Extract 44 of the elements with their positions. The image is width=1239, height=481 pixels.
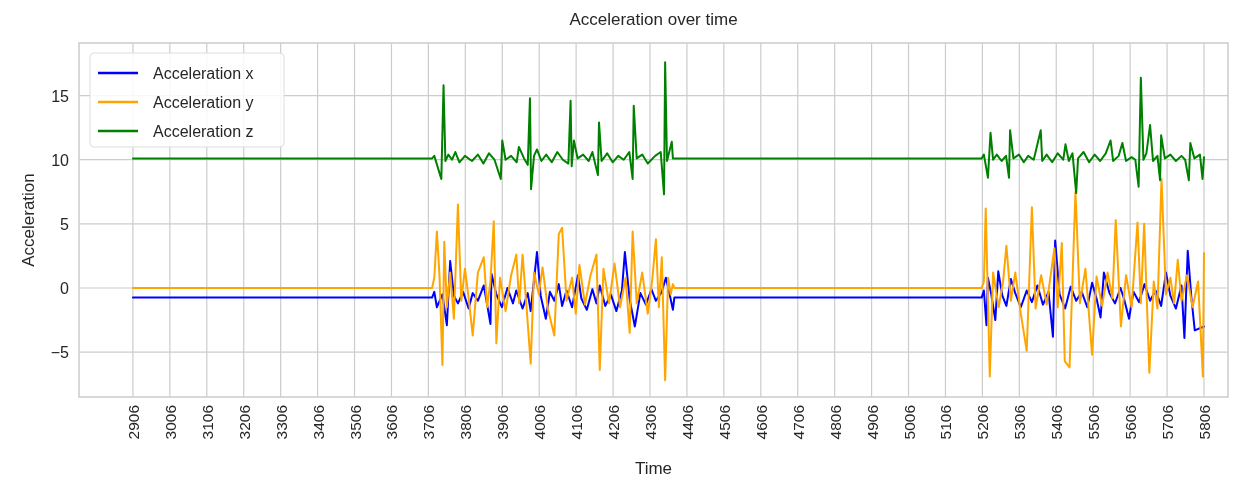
y-axis-title: Acceleration bbox=[19, 173, 38, 267]
x-tick-label: 3106 bbox=[198, 405, 216, 440]
x-tick-label: 5006 bbox=[900, 405, 918, 440]
x-tick-label: 3506 bbox=[346, 405, 364, 440]
x-tick-label: 4206 bbox=[605, 405, 623, 440]
x-tick-label: 4306 bbox=[641, 405, 659, 440]
x-tick-label: 2906 bbox=[124, 405, 142, 440]
legend-label: Acceleration z bbox=[153, 123, 254, 140]
x-tick-label: 4406 bbox=[678, 405, 696, 440]
x-tick-label: 3406 bbox=[309, 405, 327, 440]
legend-label: Acceleration y bbox=[153, 94, 254, 111]
y-tick-label: −5 bbox=[50, 344, 70, 362]
x-tick-label: 5606 bbox=[1122, 405, 1140, 440]
x-tick-label: 3306 bbox=[272, 405, 290, 440]
x-tick-label: 5506 bbox=[1085, 405, 1103, 440]
x-tick-label: 5806 bbox=[1195, 405, 1213, 440]
line-series bbox=[131, 177, 1205, 382]
x-tick-label: 3006 bbox=[161, 405, 179, 440]
x-tick-label: 4606 bbox=[752, 405, 770, 440]
y-tick-label: 15 bbox=[51, 87, 70, 105]
x-tick-label: 5306 bbox=[1011, 405, 1029, 440]
x-tick-label: 3806 bbox=[457, 405, 475, 440]
x-tick-label: 5106 bbox=[937, 405, 955, 440]
x-tick-label: 5406 bbox=[1048, 405, 1066, 440]
x-tick-label: 4506 bbox=[715, 405, 733, 440]
legend-label: Acceleration x bbox=[153, 65, 254, 82]
x-tick-label: 5706 bbox=[1159, 405, 1177, 440]
chart-title: Acceleration over time bbox=[569, 10, 738, 29]
x-tick-label: 3606 bbox=[383, 405, 401, 440]
x-tick-label: 3206 bbox=[235, 405, 253, 440]
x-tick-label: 4806 bbox=[826, 405, 844, 440]
x-tick-label: 3706 bbox=[420, 405, 438, 440]
line-series bbox=[131, 61, 1205, 196]
x-tick-label: 4906 bbox=[863, 405, 881, 440]
x-tick-label: 4006 bbox=[531, 405, 549, 440]
x-tick-label: 3906 bbox=[494, 405, 512, 440]
x-tick-label: 4706 bbox=[789, 405, 807, 440]
y-tick-label: 5 bbox=[60, 215, 70, 233]
x-tick-label: 4106 bbox=[568, 405, 586, 440]
x-axis-title: Time bbox=[634, 459, 673, 478]
y-tick-label: 0 bbox=[60, 279, 70, 297]
y-tick-label: 10 bbox=[51, 151, 70, 169]
x-tick-label: 5206 bbox=[974, 405, 992, 440]
line-series bbox=[131, 239, 1205, 339]
